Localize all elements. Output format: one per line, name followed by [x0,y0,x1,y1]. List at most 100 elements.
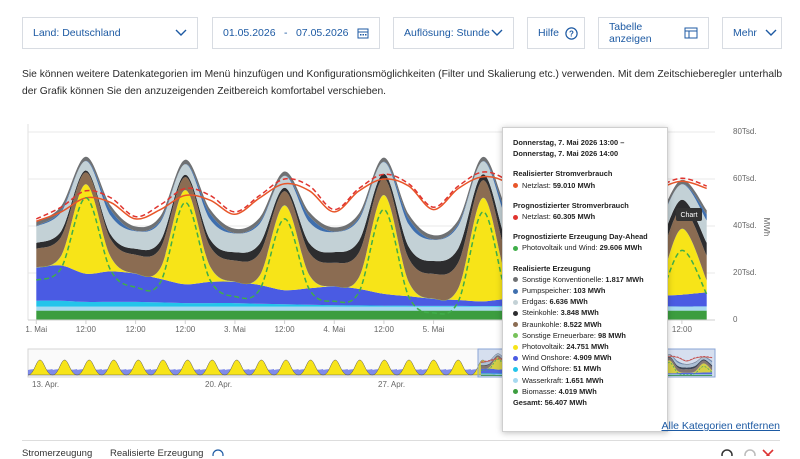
resolution-label: Auflösung: Stunde [404,27,490,39]
tooltip-heading: Realisierte Erzeugung [513,263,591,273]
tooltip-row: Pumpspeicher: 103 MWh [513,285,657,296]
remove-all-link[interactable]: Alle Kategorien entfernen [661,420,781,432]
y-tick-label: 40Tsd. [733,221,757,230]
country-label: Land: Deutschland [33,27,121,39]
tooltip-dot [513,183,518,189]
tooltip-colon: : [548,212,553,222]
tooltip-dot [513,322,518,328]
tooltip-row: Wind Onshore: 4.909 MWh [513,352,657,363]
tooltip-series-name: Photovoltaik [522,342,563,352]
tooltip-value: 98 MWh [598,330,626,340]
tooltip-series-name: Steinkohle [522,308,557,318]
tooltip-colon: : [545,297,550,307]
tooltip-series-name: Netzlast [522,180,549,190]
tooltip-colon: : [561,375,566,385]
tooltip-dot [513,288,518,294]
more-label: Mehr [733,27,757,39]
y-tick-label: 80Tsd. [733,127,757,136]
x-tick-label: 12:00 [275,325,296,334]
calendar-icon [357,28,369,39]
tooltip-colon: : [559,319,564,329]
x-tick-label: 12:00 [76,325,97,334]
tooltip-colon: : [556,308,561,318]
tooltip-heading: Realisierter Stromverbrauch [513,169,613,179]
tooltip-colon: : [562,342,567,352]
x-tick-label: 3. Mai [224,325,246,334]
tooltip-series-name: Erdgas [522,297,546,307]
tooltip-row: Wind Offshore: 51 MWh [513,363,657,374]
subsection-label: Realisierte Erzeugung [110,448,204,459]
tooltip-row: Steinkohle: 3.848 MWh [513,307,657,318]
tooltip-value: 4.019 MWh [558,386,597,396]
date-sep: - [284,27,288,39]
tooltip-value: 4.909 MWh [573,353,612,363]
x-tick-label: 5. Mai [423,325,445,334]
y-tick-label: 0 [733,315,738,324]
table-label: Tabelle anzeigen [609,21,652,45]
area [480,355,713,374]
tooltip-value: 24.751 MWh [566,342,609,352]
tooltip-dot [513,355,518,361]
navigator-label: 13. Apr. [32,380,59,389]
description: Sie können weitere Datenkategorien im Me… [22,69,783,97]
area [36,300,707,307]
chevron [175,29,187,36]
tooltip-series-name: Pumpspeicher [522,286,570,296]
tooltip-row: Netzlast: 60.305 MWh [513,211,657,222]
chart-badge-text: Chart [680,212,697,219]
tooltip-dot [513,214,518,220]
tooltip-title: Donnerstag, 7. Mai 2026 13:00 – [513,138,625,147]
more-button[interactable]: Mehr [722,17,782,49]
x-tick-label: 12:00 [672,325,693,334]
tooltip-series-name: Sonstige Konventionelle [522,274,602,284]
date-to: 07.05.2026 [295,27,349,39]
tooltip-colon: : [569,364,574,374]
tooltip-value: 103 MWh [573,286,606,296]
tooltip-series-name: Wind Offshore [522,364,570,374]
tooltip-colon: : [569,353,574,363]
tooltip-series-name: Sonstige Erneuerbare [522,330,594,340]
navigator-label: 20. Apr. [205,380,232,389]
date-from: 01.05.2026 [223,27,276,39]
tooltip-value: 60.305 MWh [552,212,596,222]
tooltip-series-name: Netzlast [522,212,549,222]
date-range[interactable]: 01.05.2026 - 07.05.2026 [212,17,380,49]
y-tick-label: 60Tsd. [733,174,757,183]
navigator-labels: 13. Apr. 20. Apr. 27. Apr. [32,380,405,389]
info-icon: ? [565,26,578,40]
resolution-select[interactable]: Auflösung: Stunde [393,17,514,49]
tooltip-row: Wasserkraft: 1.651 MWh [513,375,657,386]
table-button[interactable]: Tabelle anzeigen [598,17,709,49]
tooltip-heading: Prognostizierter Stromverbrauch [513,200,629,210]
tooltip-value: 8.522 MWh [563,319,602,329]
divider [22,440,780,441]
navigator-label: 27. Apr. [378,380,405,389]
area [480,355,713,370]
y-axis-label: MWh [762,218,771,237]
tooltip-series-name: Braunkohle [522,319,560,329]
tooltip-value: 1.817 MWh [605,274,644,284]
tooltip-heading: Prognostizierte Erzeugung Day-Ahead [513,232,648,242]
tooltip-title: Donnerstag, 7. Mai 2026 14:00 [513,149,619,159]
tooltip-row: Netzlast: 59.010 MWh [513,180,657,191]
help-button[interactable]: Hilfe ? [527,17,585,49]
tooltip-value: 51 MWh [573,364,602,374]
tooltip-series-name: Photovoltaik und Wind [522,243,596,253]
x-tick-label: 12:00 [126,325,147,334]
x-tick-label: 4. Mai [323,325,345,334]
tooltip-row: Photovoltaik und Wind: 29.606 MWh [513,242,657,253]
tooltip-dot [513,333,518,339]
country-select[interactable]: Land: Deutschland [22,17,198,49]
tooltip-value: 6.636 MWh [549,297,588,307]
area [36,265,707,307]
axes: 0 20Tsd. 40Tsd. 60Tsd. 80Tsd. 1. Mai 12:00 12:0… [25,127,756,334]
tooltip-colon: : [593,330,599,340]
navigator-history [28,359,496,376]
tooltip-value: 59.010 MWh [552,180,596,190]
tooltip: Donnerstag, 7. Mai 2026 13:00 – Donnersta… [502,127,668,432]
chevron [765,29,777,36]
tooltip-series-name: Wind Onshore [522,353,570,363]
tooltip-colon: : [554,386,559,396]
tooltip-dot [513,344,518,350]
